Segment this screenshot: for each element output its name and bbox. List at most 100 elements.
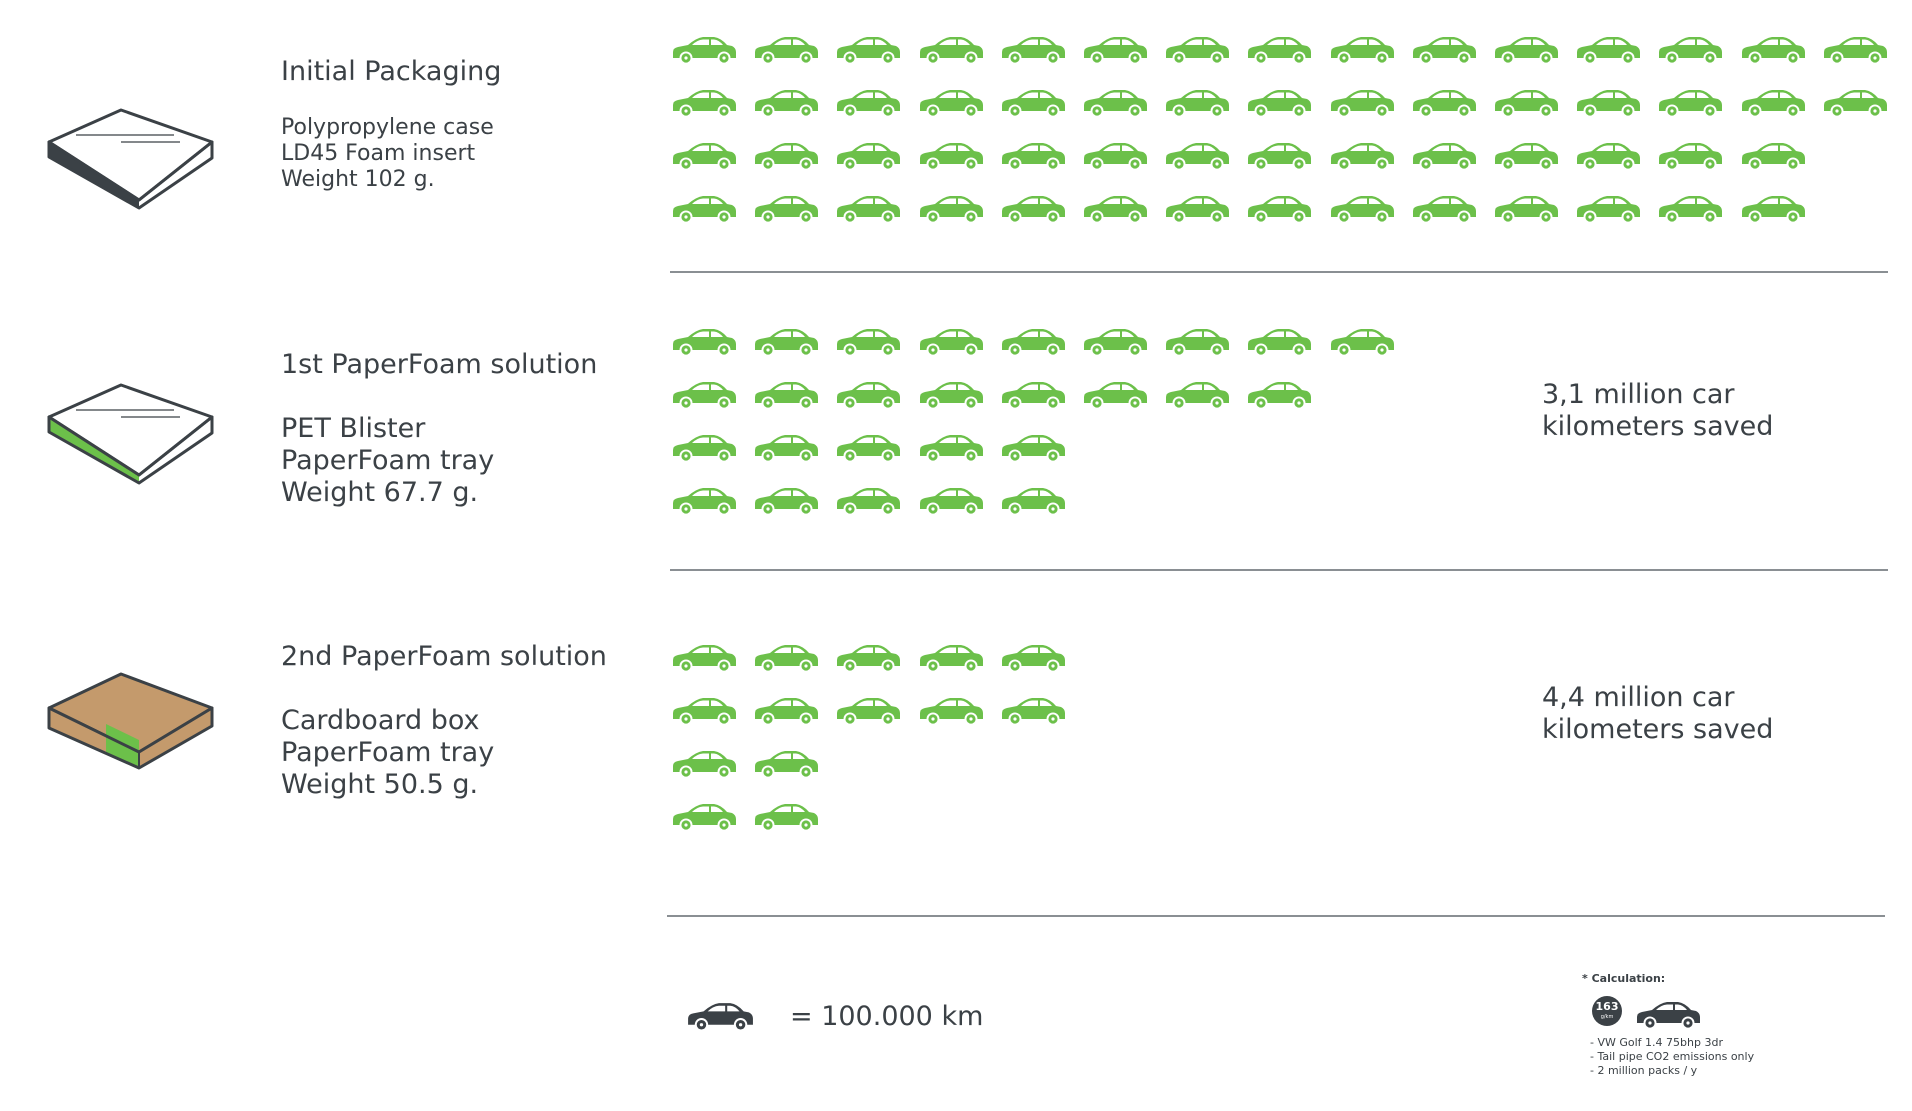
car-icon: [917, 694, 985, 728]
car-icon: [999, 431, 1067, 465]
car-icon: [834, 325, 902, 359]
car-icon: [1081, 192, 1149, 226]
car-icon: [834, 431, 902, 465]
car-icon: [752, 747, 820, 781]
car-icon: [917, 86, 985, 120]
description-line: PaperFoam tray: [281, 737, 495, 768]
car-icon: [1328, 33, 1396, 67]
divider: [670, 271, 1888, 273]
description-line: Weight 102 g.: [281, 167, 435, 192]
car-icon: [834, 641, 902, 675]
car-icon: [670, 694, 738, 728]
car-icon: [999, 33, 1067, 67]
car-icon: [1656, 33, 1724, 67]
car-icon: [752, 378, 820, 412]
car-icon: [1245, 378, 1313, 412]
car-icon: [999, 139, 1067, 173]
car-icon: [1163, 139, 1231, 173]
package-box-icon: [47, 108, 214, 210]
car-icon: [1821, 86, 1889, 120]
calculation-note: * Calculation: 163 g/km - VW Golf 1.4 75…: [1582, 972, 1754, 1077]
km-saved-line: kilometers saved: [1542, 411, 1774, 442]
km-saved-line: 4,4 million car: [1542, 682, 1735, 713]
calculation-notes: - VW Golf 1.4 75bhp 3dr - Tail pipe CO2 …: [1590, 1036, 1754, 1078]
car-icon: [670, 484, 738, 518]
car-icon: [1328, 192, 1396, 226]
car-icon: [1245, 86, 1313, 120]
car-icon: [1245, 33, 1313, 67]
car-icon: [917, 192, 985, 226]
emission-badge: 163 g/km: [1592, 996, 1622, 1026]
packaging-title: 1st PaperFoam solution: [281, 349, 598, 380]
car-icon: [670, 139, 738, 173]
car-icon: [917, 641, 985, 675]
package-box-icon: [47, 383, 214, 485]
car-icon: [1656, 86, 1724, 120]
package-box-icon: [47, 672, 214, 770]
car-icon: [1410, 192, 1478, 226]
description-line: PET Blister: [281, 413, 426, 444]
car-icon: [917, 325, 985, 359]
car-icon: [917, 33, 985, 67]
car-icon: [685, 999, 755, 1034]
packaging-description: Polypropylene case LD45 Foam insert Weig…: [281, 115, 494, 193]
car-icon: [670, 378, 738, 412]
calculation-note-line: - VW Golf 1.4 75bhp 3dr: [1590, 1036, 1723, 1049]
car-icon: [752, 431, 820, 465]
description-line: Polypropylene case: [281, 115, 494, 140]
car-icon: [752, 325, 820, 359]
car-icon: [1410, 33, 1478, 67]
car-icon: [752, 484, 820, 518]
car-icon: [834, 86, 902, 120]
car-icon: [917, 431, 985, 465]
car-icon: [670, 800, 738, 834]
car-icon: [1081, 378, 1149, 412]
packaging-title: Initial Packaging: [281, 56, 502, 87]
car-icon: [670, 192, 738, 226]
car-icon: [917, 484, 985, 518]
car-icon: [1245, 192, 1313, 226]
car-icon: [1574, 86, 1642, 120]
car-icon: [834, 139, 902, 173]
car-icon: [1081, 325, 1149, 359]
car-icon: [752, 641, 820, 675]
car-icon: [917, 378, 985, 412]
car-icon: [1163, 378, 1231, 412]
car-icon: [834, 33, 902, 67]
car-icon: [1739, 86, 1807, 120]
car-icon: [1574, 192, 1642, 226]
divider: [667, 915, 1885, 917]
car-icon: [1163, 33, 1231, 67]
car-icon: [1634, 998, 1702, 1032]
car-icon: [917, 139, 985, 173]
car-icon: [1410, 86, 1478, 120]
car-icon: [670, 33, 738, 67]
car-icon: [1821, 33, 1889, 67]
car-icon: [752, 33, 820, 67]
car-icon: [834, 192, 902, 226]
km-saved-label: 3,1 million car kilometers saved: [1542, 379, 1773, 443]
car-icon: [1656, 192, 1724, 226]
car-icon: [834, 378, 902, 412]
description-line: LD45 Foam insert: [281, 141, 476, 166]
description-line: PaperFoam tray: [281, 445, 495, 476]
car-icon: [1739, 139, 1807, 173]
car-icon: [999, 694, 1067, 728]
calculation-title: * Calculation:: [1582, 972, 1666, 985]
car-icon: [1492, 86, 1560, 120]
emission-unit: g/km: [1600, 1014, 1614, 1020]
car-icon: [999, 325, 1067, 359]
car-icon: [1574, 33, 1642, 67]
car-icon: [670, 325, 738, 359]
car-icon: [670, 747, 738, 781]
car-icon: [752, 800, 820, 834]
packaging-description: Cardboard box PaperFoam tray Weight 50.5…: [281, 705, 494, 801]
car-icon: [834, 694, 902, 728]
km-saved-label: 4,4 million car kilometers saved: [1542, 682, 1773, 746]
km-saved-line: 3,1 million car: [1542, 379, 1735, 410]
km-saved-line: kilometers saved: [1542, 714, 1774, 745]
description-line: Weight 50.5 g.: [281, 769, 479, 800]
car-icon: [1163, 192, 1231, 226]
car-icon: [1081, 139, 1149, 173]
car-icon: [752, 192, 820, 226]
